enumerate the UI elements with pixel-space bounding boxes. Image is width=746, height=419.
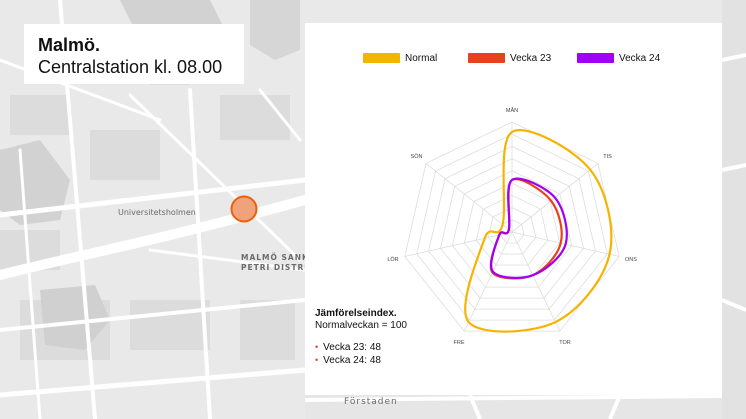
legend-item-vecka-24[interactable]: Vecka 24 [577, 51, 660, 65]
radar-grid-ring [440, 158, 584, 299]
radar-axis-label: TIS [603, 154, 612, 160]
comparison-item-1-text: Vecka 24: 48 [323, 355, 381, 366]
bullet-icon: • [315, 355, 319, 365]
radar-grid-ring [475, 194, 549, 266]
station-marker-icon[interactable] [230, 195, 258, 223]
map-label-universitetsholmen: Universitetsholmen [118, 208, 196, 217]
legend-label-vecka-23: Vecka 23 [510, 52, 552, 64]
legend-swatch-vecka-23 [468, 53, 505, 63]
map-label-forstaden: Förstaden [344, 397, 398, 407]
radar-axis-label: SÖN [411, 153, 423, 160]
radar-series-normal [464, 129, 613, 333]
legend-swatch-normal [363, 53, 400, 63]
radar-axis-label: ONS [625, 257, 637, 263]
radar-grid-ring [416, 133, 608, 321]
page-subtitle: Centralstation kl. 08.00 [38, 57, 223, 77]
radar-spoke [463, 231, 513, 332]
radar-series-vecka-24 [490, 177, 568, 279]
radar-axis-label: MÅN [506, 107, 518, 114]
radar-axis-label: TOR [559, 340, 571, 346]
comparison-item-1: • Vecka 24: 48 [315, 354, 407, 367]
legend-label-normal: Normal [405, 52, 438, 64]
legend-item-vecka-23[interactable]: Vecka 23 [468, 51, 551, 65]
radar-axis-label: FRE [454, 340, 465, 346]
radar-spoke [511, 231, 561, 332]
legend-swatch-vecka-24 [577, 53, 614, 63]
page-title: Malmö. [38, 35, 101, 55]
bullet-icon: • [315, 342, 319, 352]
comparison-item-0: • Vecka 23: 48 [315, 341, 407, 354]
radar-grid-ring [487, 207, 537, 255]
comparison-title: Jämförelseindex. [315, 308, 397, 319]
radar-spoke [404, 231, 513, 257]
map-label-district-line1: MALMÖ SANKT [241, 253, 315, 262]
map-label-district-line2: PETRI DISTRIKT [241, 263, 321, 272]
chart-panel: Normal Vecka 23 Vecka 24 MÅN TIS ONS TOR FRE… [305, 23, 722, 395]
comparison-index: Jämförelseindex. Normalveckan = 100 • Vec… [315, 308, 407, 367]
radar-grid-ring [428, 145, 596, 310]
radar-spoke [425, 163, 513, 233]
legend-label-vecka-24: Vecka 24 [619, 52, 661, 64]
radar-grid-ring [451, 170, 573, 288]
radar-chart: MÅN TIS ONS TOR FRE LÖR SÖN [387, 107, 637, 346]
radar-axis-label: LÖR [387, 256, 398, 263]
title-card: Malmö. Centralstation kl. 08.00 [24, 24, 244, 84]
comparison-subtitle: Normalveckan = 100 [315, 320, 407, 331]
legend-item-normal[interactable]: Normal [363, 51, 437, 65]
radar-grid-ring [463, 182, 561, 277]
comparison-item-0-text: Vecka 23: 48 [323, 342, 381, 353]
